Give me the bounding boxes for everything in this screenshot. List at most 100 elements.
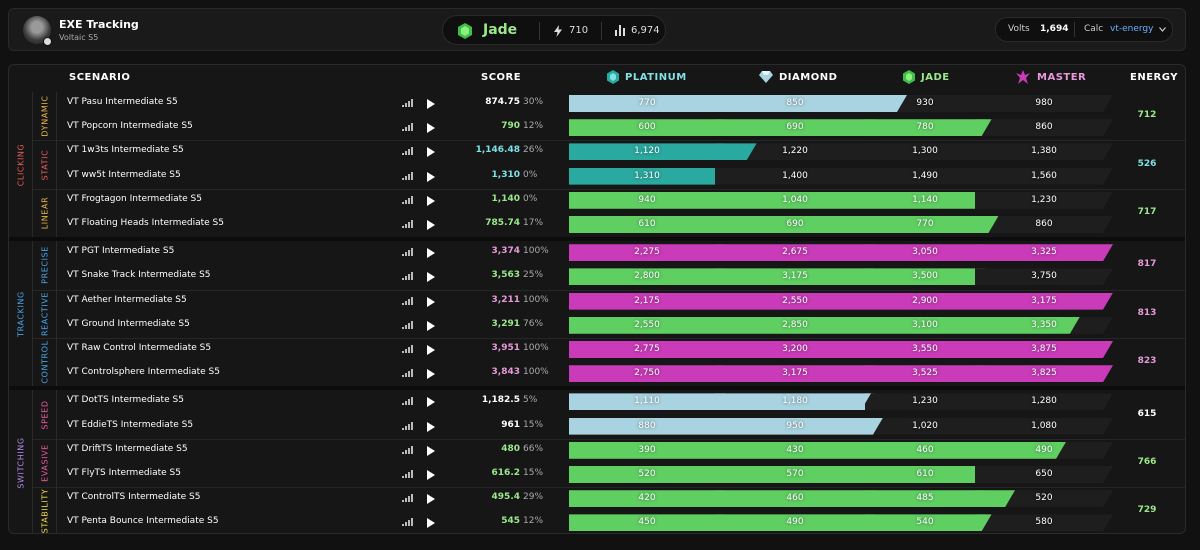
scenario-name[interactable]: VT Penta Bounce Intermediate S5	[67, 516, 219, 527]
subcategory-label: DYNAMIC	[33, 92, 57, 141]
table-row[interactable]: VT DriftTS Intermediate S5 480 66% 390 430 46…	[57, 439, 1186, 463]
play-icon[interactable]	[427, 369, 435, 380]
tier-progress-fill	[715, 393, 875, 410]
tier-threshold-bar: 780	[865, 119, 985, 136]
scenario-name[interactable]: VT EddieTS Intermediate S5	[67, 419, 194, 430]
scenario-name[interactable]: VT Frogtagon Intermediate S5	[67, 193, 202, 204]
table-row[interactable]: VT DotTS Intermediate S5 1,182.5 5% 1,110 1,…	[57, 390, 1186, 414]
table-row[interactable]: VT 1w3ts Intermediate S5 1,146.48 26% 1,120…	[57, 140, 1186, 164]
leaderboard-icon[interactable]	[402, 445, 413, 454]
score-value: 1,140	[491, 193, 520, 204]
table-row[interactable]: VT Pasu Intermediate S5 874.75 30% 770 850 93…	[57, 92, 1186, 116]
divider	[539, 22, 540, 40]
tier-threshold-value: 2,675	[782, 247, 808, 258]
table-row[interactable]: VT Snake Track Intermediate S5 3,563 25% 2,…	[57, 265, 1186, 289]
leaderboard-icon[interactable]	[402, 320, 413, 329]
scenario-name[interactable]: VT DotTS Intermediate S5	[67, 395, 184, 406]
table-row[interactable]: VT Popcorn Intermediate S5 790 12% 600 690 78…	[57, 116, 1186, 140]
play-icon[interactable]	[427, 123, 435, 134]
platinum-gem-icon	[607, 70, 619, 84]
scenario-name[interactable]: VT PGT Intermediate S5	[67, 246, 175, 257]
play-icon[interactable]	[427, 518, 435, 529]
table-row[interactable]: VT ww5t Intermediate S5 1,310 0% 1,310 1,400…	[57, 165, 1186, 189]
leaderboard-icon[interactable]	[402, 494, 413, 503]
table-row[interactable]: VT Floating Heads Intermediate S5 785.74 1…	[57, 213, 1186, 237]
leaderboard-icon[interactable]	[402, 397, 413, 406]
play-icon[interactable]	[427, 195, 435, 206]
tier-threshold-value: 2,900	[912, 295, 938, 306]
play-icon[interactable]	[427, 220, 435, 230]
play-icon[interactable]	[427, 494, 435, 505]
play-icon[interactable]	[427, 147, 435, 158]
play-icon[interactable]	[427, 171, 435, 182]
progress-percent: 29%	[523, 492, 544, 503]
column-header-platinum: PLATINUM	[625, 72, 687, 83]
scenario-name[interactable]: VT Controlsphere Intermediate S5	[67, 367, 220, 378]
leaderboard-icon[interactable]	[402, 369, 413, 378]
play-icon[interactable]	[427, 99, 435, 109]
play-icon[interactable]	[427, 248, 435, 259]
volts-calc-selector[interactable]: Volts 1,694 Calc vt-energy	[995, 17, 1173, 42]
scenario-name[interactable]: VT Aether Intermediate S5	[67, 294, 187, 305]
play-icon[interactable]	[427, 469, 435, 480]
table-row[interactable]: VT Penta Bounce Intermediate S5 545 12% 450…	[57, 511, 1186, 534]
scenario-name[interactable]: VT Popcorn Intermediate S5	[67, 121, 193, 132]
scenario-name[interactable]: VT 1w3ts Intermediate S5	[67, 145, 184, 156]
table-row[interactable]: VT ControlTS Intermediate S5 495.4 29% 420 4…	[57, 487, 1186, 511]
jade-gem-icon	[903, 70, 915, 84]
tier-threshold-bar: 420	[569, 490, 725, 507]
leaderboard-icon[interactable]	[402, 272, 413, 281]
table-row[interactable]: VT Aether Intermediate S5 3,211 100% 2,175 2…	[57, 290, 1186, 314]
leaderboard-icon[interactable]	[402, 195, 413, 204]
subcategory-label: PRECISE	[33, 241, 57, 290]
leaderboard-icon[interactable]	[402, 147, 413, 156]
tier-threshold-bar: 2,900	[865, 293, 985, 310]
leaderboard-icon[interactable]	[402, 248, 413, 257]
table-row[interactable]: VT Ground Intermediate S5 3,291 76% 2,550 2,…	[57, 314, 1186, 338]
leaderboard-icon[interactable]	[402, 123, 413, 132]
scenario-name[interactable]: VT FlyTS Intermediate S5	[67, 467, 181, 478]
scenario-name[interactable]: VT Snake Track Intermediate S5	[67, 270, 211, 281]
leaderboard-icon[interactable]	[402, 518, 413, 527]
score-value: 961	[501, 419, 520, 430]
table-row[interactable]: VT Frogtagon Intermediate S5 1,140 0% 940 1,…	[57, 189, 1186, 213]
table-row[interactable]: VT PGT Intermediate S5 3,374 100% 2,275 2,67…	[57, 241, 1186, 265]
leaderboard-icon[interactable]	[402, 99, 413, 107]
play-icon[interactable]	[427, 296, 435, 307]
table-row[interactable]: VT EddieTS Intermediate S5 961 15% 880 950 1,…	[57, 415, 1186, 439]
category-group: TRACKING PRECISE 817 VT PGT Intermediate S5…	[9, 241, 1186, 387]
play-icon[interactable]	[427, 272, 435, 283]
scenario-name[interactable]: VT Ground Intermediate S5	[67, 318, 190, 329]
tier-progress-fill	[569, 490, 725, 507]
scenario-name[interactable]: VT Raw Control Intermediate S5	[67, 342, 212, 353]
scenario-name[interactable]: VT Floating Heads Intermediate S5	[67, 218, 224, 228]
tier-threshold-bar: 880	[569, 418, 725, 435]
tier-threshold-value: 610	[916, 468, 934, 479]
play-icon[interactable]	[427, 320, 435, 331]
leaderboard-icon[interactable]	[402, 421, 413, 430]
tier-threshold-value: 3,550	[912, 343, 938, 354]
scenario-name[interactable]: VT ControlTS Intermediate S5	[67, 492, 201, 503]
tier-threshold-value: 600	[638, 122, 656, 133]
play-icon[interactable]	[427, 445, 435, 456]
scenario-name[interactable]: VT Pasu Intermediate S5	[67, 97, 178, 107]
play-icon[interactable]	[427, 421, 435, 432]
scenario-name[interactable]: VT ww5t Intermediate S5	[67, 169, 181, 180]
leaderboard-icon[interactable]	[402, 344, 413, 353]
leaderboard-icon[interactable]	[402, 220, 413, 228]
scenario-name[interactable]: VT DriftTS Intermediate S5	[67, 443, 188, 454]
play-icon[interactable]	[427, 344, 435, 355]
table-row[interactable]: VT Raw Control Intermediate S5 3,951 100% 2…	[57, 338, 1186, 362]
table-row[interactable]: VT FlyTS Intermediate S5 616.2 15% 520 570 61…	[57, 463, 1186, 487]
tier-progress-fill	[865, 216, 985, 233]
leaderboard-icon[interactable]	[402, 171, 413, 180]
tier-threshold-value: 2,275	[634, 247, 660, 258]
tier-threshold-bar: 1,230	[865, 393, 985, 410]
table-row[interactable]: VT Controlsphere Intermediate S5 3,843 100…	[57, 362, 1186, 386]
tier-threshold-bar: 980	[975, 95, 1113, 112]
tier-threshold-value: 780	[916, 122, 934, 133]
leaderboard-icon[interactable]	[402, 296, 413, 305]
leaderboard-icon[interactable]	[402, 469, 413, 478]
play-icon[interactable]	[427, 397, 435, 408]
column-header-diamond: DIAMOND	[779, 72, 838, 83]
